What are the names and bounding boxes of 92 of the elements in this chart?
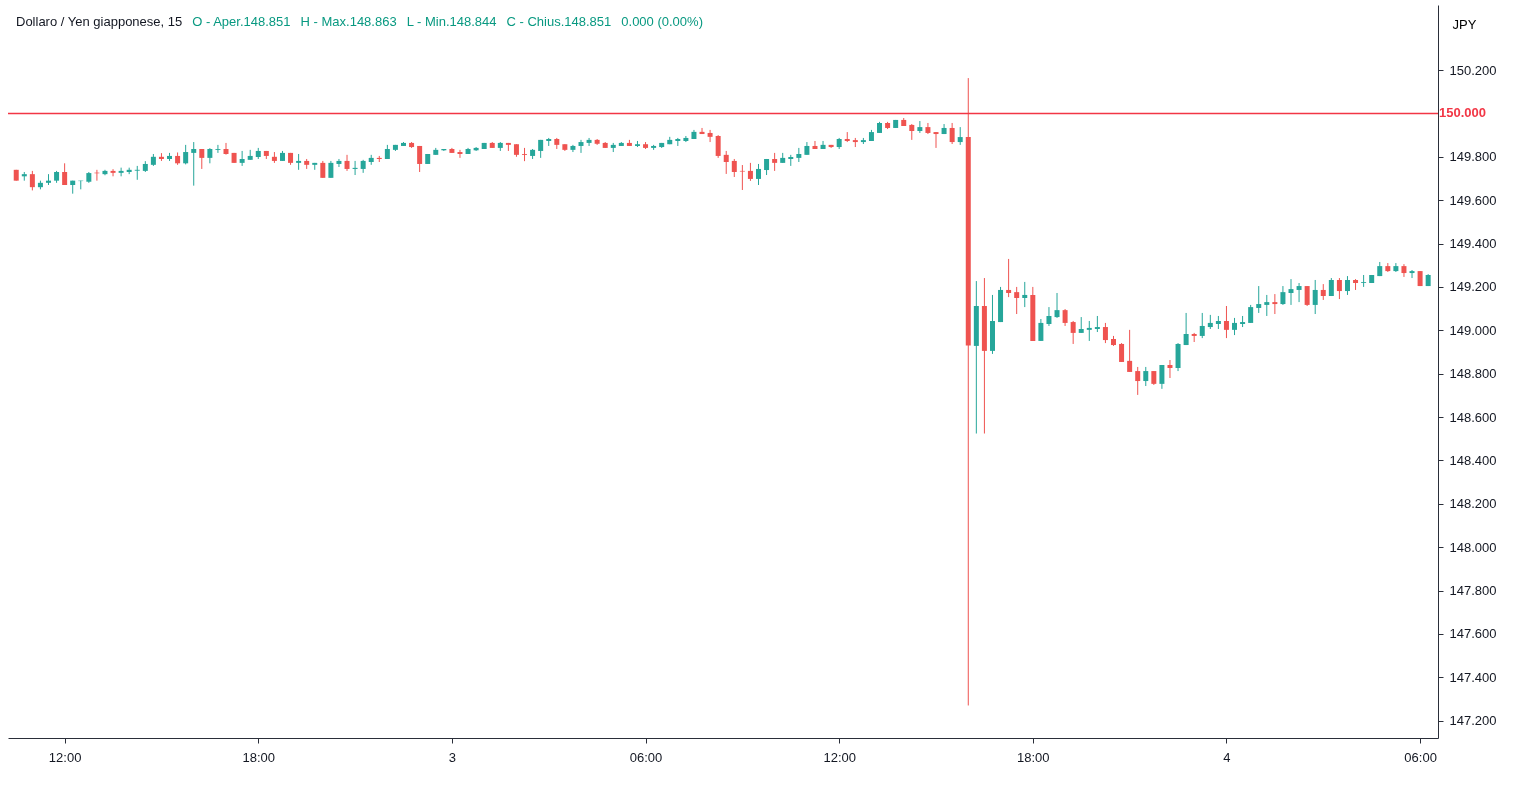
candlestick (1336, 277, 1342, 300)
y-tick-label: 149.600 (1449, 192, 1497, 208)
candlestick (1038, 318, 1044, 342)
candlestick (1143, 366, 1149, 387)
candlestick (1046, 306, 1052, 327)
annotation: L - Min.148.844 (406, 14, 497, 29)
candlestick (1022, 281, 1028, 308)
candlestick (578, 139, 584, 154)
candlestick (933, 131, 939, 149)
candlestick (457, 149, 463, 159)
candlestick (1264, 294, 1270, 317)
x-tick-label: 12:00 (823, 749, 856, 765)
x-tick-label: 3 (448, 749, 457, 765)
candlestick (134, 165, 140, 181)
candlestick (215, 144, 221, 154)
y-tick-label: 149.200 (1449, 279, 1497, 295)
x-tick-label: 18:00 (242, 749, 276, 765)
x-tick-label: 06:00 (629, 749, 663, 765)
candlestick (1070, 320, 1076, 345)
y-tick-label: 148.400 (1449, 452, 1497, 468)
candlestick (723, 150, 729, 175)
annotation: C - Chius.148.851 (506, 14, 612, 29)
candlestick (756, 163, 761, 186)
candlestick (1119, 342, 1125, 363)
candlestick (110, 168, 116, 177)
candlestick (223, 142, 229, 156)
candlestick (1296, 282, 1302, 303)
candlestick (417, 145, 423, 173)
candlestick (1167, 359, 1173, 379)
candlestick (1401, 263, 1407, 278)
x-tick-label: 18:00 (1017, 749, 1050, 765)
candlestick (820, 140, 826, 150)
y-tick-label: 149.400 (1449, 236, 1497, 252)
candlestick (1006, 258, 1012, 298)
candlestick (1199, 312, 1205, 339)
candlestick (1304, 285, 1310, 307)
candlestick (1256, 285, 1262, 314)
y-tick-label: 149.000 (1449, 322, 1497, 338)
candlestick (191, 141, 197, 187)
candlestick (812, 140, 818, 150)
y-tick-label: 147.600 (1449, 626, 1497, 642)
candlestick (522, 147, 528, 162)
y-tick-label: 150.200 (1449, 62, 1497, 78)
candlestick (118, 167, 124, 177)
x-tick-label: 12:00 (48, 749, 82, 765)
candlestick (239, 150, 245, 167)
annotation: H - Max.148.863 (300, 14, 397, 29)
candlestick (1272, 293, 1278, 315)
ref-line-label: 150.000 (1439, 105, 1486, 121)
candlestick (183, 144, 189, 165)
candlestick (1127, 329, 1133, 373)
candlestick (586, 137, 592, 147)
candlestick (344, 154, 350, 172)
candlestick (683, 135, 689, 143)
x-tick-label: 4 (1223, 749, 1231, 765)
candlestick (352, 160, 358, 176)
candlestick (1135, 366, 1141, 396)
candlestick (1183, 312, 1189, 346)
annotation: O - Aper.148.851 (192, 14, 291, 29)
y-tick-label: 147.800 (1449, 583, 1497, 599)
candlestick (925, 122, 931, 135)
candlestick (1344, 275, 1350, 296)
candlestick (336, 158, 342, 168)
annotation: 0.000 (0.00%) (621, 14, 703, 29)
candlestick (1312, 279, 1318, 315)
candlestick (1280, 285, 1286, 306)
candlestick (1409, 269, 1415, 279)
y-tick-label: 149.800 (1449, 149, 1497, 165)
candlestick (949, 122, 955, 145)
y-tick-label: 147.400 (1449, 669, 1497, 685)
candlestick (917, 120, 923, 134)
candlestick (707, 129, 713, 143)
y-tick-label: 148.600 (1449, 409, 1497, 425)
y-tick-label: 148.800 (1449, 366, 1497, 382)
candlestick (699, 127, 705, 135)
candlestick (1361, 274, 1367, 288)
y-tick-label: 148.000 (1449, 539, 1497, 555)
y-tick-label: 147.200 (1449, 713, 1497, 729)
candlestick (1102, 322, 1108, 344)
candlestick (1223, 305, 1229, 339)
y-tick-label: 148.200 (1449, 496, 1497, 512)
candlestick (1086, 320, 1092, 342)
candlestick (199, 148, 205, 170)
candlestick (1054, 292, 1060, 319)
candlestick (1288, 278, 1294, 306)
candlestick (1014, 286, 1020, 315)
x-tick-label: 06:00 (1404, 749, 1437, 765)
candlestick (715, 134, 721, 159)
candlestick (29, 170, 35, 191)
candlestick (739, 164, 745, 191)
y-axis-title: JPY (1452, 16, 1477, 32)
text: Dollaro / Yen giapponese, 15 (16, 14, 183, 29)
